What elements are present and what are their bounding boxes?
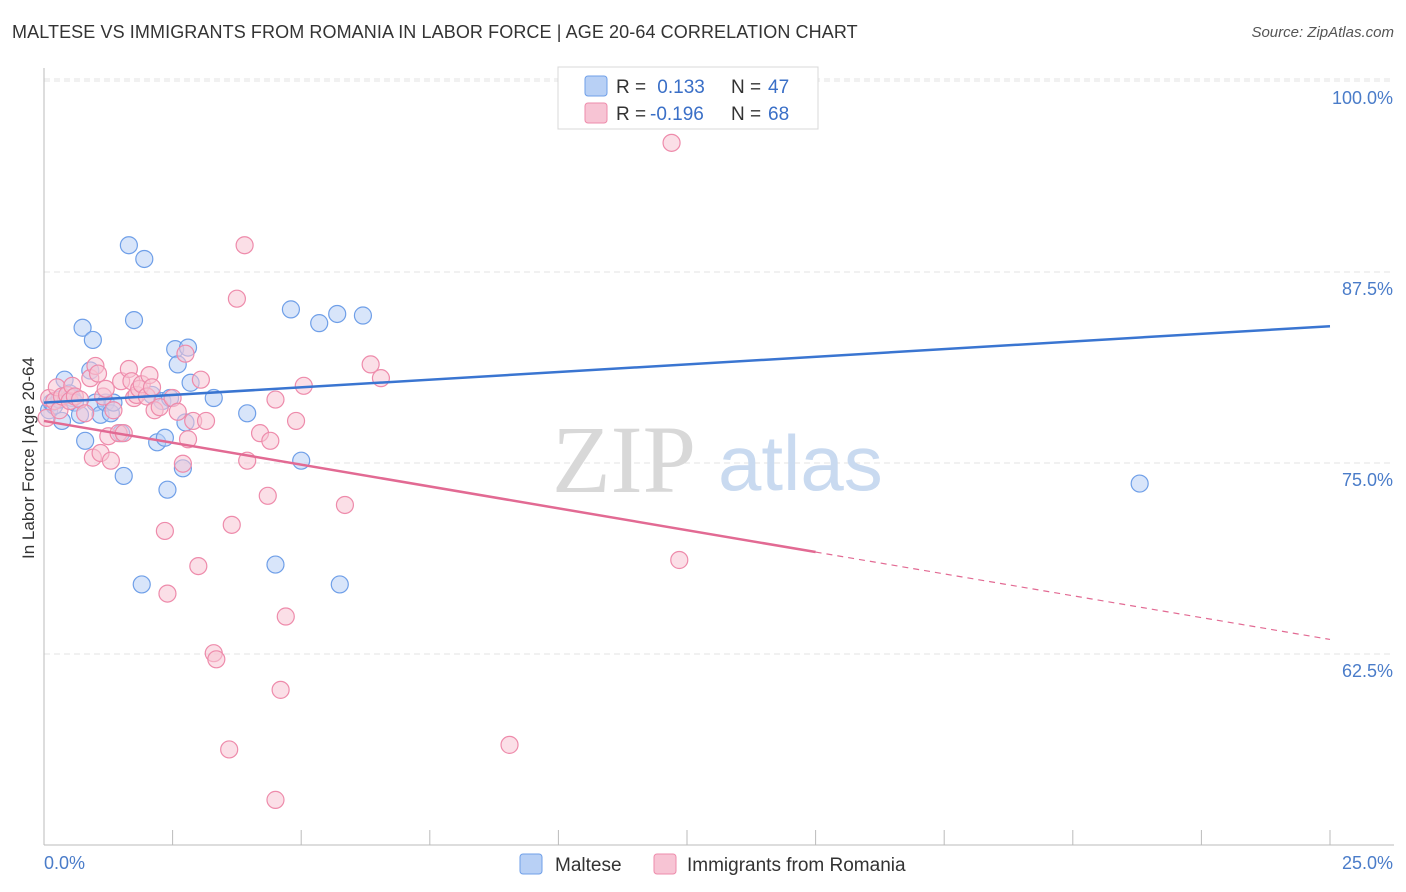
trend-line-romania-extrapolated [815, 551, 1331, 641]
bottom-legend-label-maltese: Maltese [555, 855, 622, 876]
data-point [227, 289, 246, 308]
data-point [119, 236, 138, 255]
y-tick-label: 87.5% [1342, 279, 1393, 299]
data-point [96, 379, 115, 398]
legend-r-label-2: R = [616, 104, 646, 125]
data-point [76, 404, 95, 423]
data-point [88, 364, 108, 383]
data-point [101, 451, 120, 470]
data-point [1130, 474, 1149, 493]
series-legend: Maltese Immigrants from Romania [519, 853, 906, 876]
y-tick-label: 75.0% [1342, 470, 1393, 490]
x-tick-label: 25.0% [1342, 853, 1393, 873]
legend-n-value-1: 47 [768, 77, 789, 98]
data-point [353, 306, 373, 325]
legend-r-label-1: R = [616, 77, 646, 98]
data-point [142, 378, 162, 397]
data-point [135, 249, 154, 269]
y-tick-label: 62.5% [1342, 661, 1393, 681]
data-point [168, 402, 187, 421]
data-point [500, 735, 519, 754]
legend-n-value-2: 68 [768, 104, 789, 125]
y-tick-label: 100.0% [1332, 88, 1393, 108]
gridlines [44, 78, 1394, 655]
trend-line-romania [43, 419, 816, 554]
data-point [104, 401, 123, 420]
watermark-atlas: atlas [718, 419, 883, 507]
y-tick-labels: 62.5% 75.0% 87.5% 100.0% [1332, 88, 1393, 681]
data-point [220, 740, 239, 759]
data-point [124, 310, 144, 330]
x-tick-labels: 0.0% 25.0% [44, 853, 1393, 873]
data-point [83, 330, 102, 350]
data-point [114, 466, 133, 486]
data-point [286, 411, 306, 431]
data-point [281, 300, 301, 319]
data-point [361, 355, 380, 374]
trend-line-maltese [43, 324, 1331, 404]
data-point [662, 133, 681, 152]
legend-swatch-maltese [584, 75, 608, 97]
data-point [158, 480, 177, 499]
legend-n-label-2: N = [731, 104, 761, 125]
data-point [271, 680, 290, 699]
data-point [328, 304, 347, 324]
watermark: ZIP atlas [552, 406, 883, 513]
data-point [335, 495, 355, 515]
data-point [235, 236, 254, 255]
chart-source: Source: ZipAtlas.com [1251, 24, 1394, 41]
data-point [132, 575, 151, 594]
data-point [276, 607, 295, 626]
chart-title: MALTESE VS IMMIGRANTS FROM ROMANIA IN LA… [12, 22, 858, 42]
legend-r-value-2: -0.196 [650, 104, 704, 125]
data-point [155, 521, 174, 541]
bottom-legend-label-romania: Immigrants from Romania [687, 855, 906, 876]
axes [43, 68, 1394, 846]
data-point [150, 398, 169, 417]
y-axis-title: In Labor Force | Age 20-64 [19, 357, 38, 559]
legend-swatch-romania [584, 102, 608, 124]
data-point [266, 790, 285, 809]
data-point [158, 584, 177, 603]
data-point [238, 404, 257, 423]
data-point [266, 390, 285, 409]
data-points [37, 133, 1149, 809]
bottom-legend-swatch-maltese [519, 853, 543, 875]
legend-n-label-1: N = [731, 77, 761, 98]
data-point [189, 556, 208, 576]
data-point [258, 486, 277, 505]
data-point [76, 431, 95, 450]
x-tick-label: 0.0% [44, 853, 85, 873]
data-point [266, 555, 285, 574]
data-point [670, 550, 689, 570]
watermark-zip: ZIP [552, 406, 696, 513]
data-point [222, 515, 241, 534]
data-point [196, 411, 216, 431]
legend-r-value-1: 0.133 [652, 77, 705, 98]
bottom-legend-swatch-romania [653, 853, 677, 875]
data-point [173, 454, 192, 473]
data-point [73, 318, 92, 337]
data-point [191, 370, 210, 389]
series-romania-points [37, 133, 689, 809]
data-point [261, 431, 280, 450]
correlation-legend: R = 0.133 N = 47 R = -0.196 N = 68 [557, 66, 819, 130]
data-point [310, 314, 329, 333]
trend-lines [43, 324, 1331, 641]
data-point [330, 575, 349, 594]
data-point [207, 650, 226, 669]
data-point [176, 344, 195, 363]
